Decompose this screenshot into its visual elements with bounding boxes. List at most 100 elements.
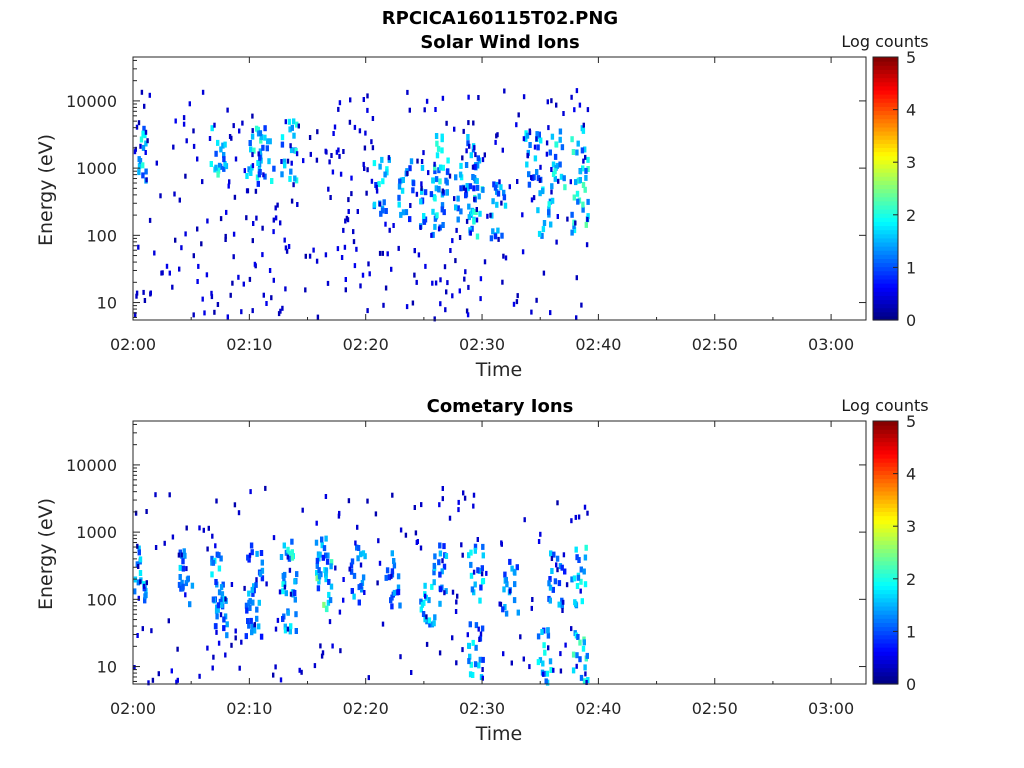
spectrogram-cell bbox=[408, 216, 412, 223]
spectrogram-cell bbox=[168, 492, 171, 498]
spectrogram-cell bbox=[250, 623, 255, 630]
spectrogram-cell bbox=[446, 280, 449, 286]
spectrogram-cell bbox=[205, 272, 209, 278]
colorbar-swatch bbox=[873, 184, 898, 190]
spectrogram-cell bbox=[478, 656, 482, 663]
colorbar-swatch bbox=[873, 287, 898, 292]
spectrogram-cell bbox=[500, 232, 504, 239]
spectrogram-cell bbox=[353, 124, 357, 130]
spectrogram-cell bbox=[479, 631, 483, 637]
spectrogram-cell bbox=[496, 227, 500, 234]
spectrogram-cell bbox=[475, 207, 478, 212]
colorbar-label: Log counts bbox=[841, 396, 928, 415]
y-tick-label: 10 bbox=[97, 294, 117, 313]
spectrogram-cell bbox=[459, 208, 463, 215]
colorbar-frame bbox=[872, 56, 899, 321]
spectrogram-cell bbox=[438, 502, 441, 508]
spectrogram-cell bbox=[417, 252, 421, 258]
spectrogram-cell bbox=[574, 514, 577, 520]
spectrogram-cell bbox=[243, 585, 246, 591]
spectrogram-cell bbox=[387, 574, 392, 581]
spectrogram-cell bbox=[249, 617, 253, 624]
spectrogram-cell bbox=[142, 125, 146, 132]
spectrogram-cell bbox=[545, 670, 550, 677]
spectrogram-cell bbox=[177, 581, 182, 588]
spectrogram-cell bbox=[583, 504, 587, 510]
spectrogram-cell bbox=[289, 591, 293, 597]
spectrogram-cell bbox=[294, 628, 298, 634]
cometary-panel: Cometary Ions Time Energy (eV) Log count… bbox=[35, 396, 929, 745]
spectrogram-cell bbox=[381, 250, 384, 256]
spectrogram-cell bbox=[219, 146, 223, 153]
spectrogram-cell bbox=[315, 520, 318, 526]
spectrogram-cell bbox=[206, 546, 209, 552]
y-tick-label: 10000 bbox=[66, 456, 117, 475]
spectrogram-cell bbox=[516, 609, 520, 616]
spectrogram-cell bbox=[475, 162, 479, 169]
spectrogram-cell bbox=[209, 161, 213, 167]
spectrogram-cell bbox=[585, 680, 588, 685]
spectrogram-cell bbox=[423, 107, 426, 113]
spectrogram-cell bbox=[397, 183, 402, 190]
spectrogram-cell bbox=[344, 218, 347, 224]
spectrogram-cell bbox=[423, 616, 427, 623]
spectrogram-cell bbox=[408, 107, 411, 113]
spectrogram-cell bbox=[440, 568, 444, 575]
spectrogram-cell bbox=[272, 672, 275, 678]
spectrogram-cell bbox=[564, 642, 567, 648]
spectrogram-cell bbox=[539, 164, 542, 170]
spectrogram-cell bbox=[216, 171, 220, 178]
spectrogram-cell bbox=[432, 562, 436, 569]
spectrogram-cell bbox=[281, 305, 284, 311]
spectrogram-cell bbox=[350, 558, 355, 565]
spectrogram-cell bbox=[153, 250, 156, 256]
colorbar-tick-label: 5 bbox=[906, 48, 916, 67]
spectrogram-cell bbox=[538, 177, 542, 183]
spectrogram-cell bbox=[528, 130, 532, 136]
spectrogram-cell bbox=[234, 628, 237, 634]
spectrogram-cell bbox=[483, 152, 486, 158]
spectrogram-cell bbox=[348, 119, 352, 125]
spectrogram-cell bbox=[451, 238, 454, 244]
spectrogram-cell bbox=[574, 179, 578, 186]
spectrogram-cell bbox=[464, 192, 468, 199]
spectrogram-cell bbox=[459, 185, 463, 192]
spectrogram-cell bbox=[485, 570, 488, 576]
spectrogram-cell bbox=[575, 663, 578, 669]
colorbar-swatch bbox=[873, 311, 898, 317]
colorbar-swatch bbox=[873, 564, 898, 570]
spectrogram-cell bbox=[444, 588, 448, 595]
colorbar-swatch bbox=[873, 139, 898, 144]
spectrogram-cell bbox=[203, 310, 206, 316]
colorbar-swatch bbox=[873, 73, 898, 79]
spectrogram-cell bbox=[427, 617, 432, 624]
spectrogram-cell bbox=[201, 296, 204, 302]
colorbar-swatch bbox=[873, 98, 898, 103]
spectrogram-cell bbox=[362, 161, 365, 167]
spectrogram-cell bbox=[289, 168, 293, 175]
spectrogram-cell bbox=[144, 168, 148, 175]
spectrogram-cell bbox=[413, 248, 416, 253]
spectrogram-cell bbox=[382, 302, 385, 308]
spectrogram-cell bbox=[325, 149, 328, 155]
spectrogram-cell bbox=[312, 247, 315, 253]
spectrogram-cell bbox=[557, 178, 560, 184]
spectrogram-cell bbox=[184, 592, 187, 598]
spectrogram-cell bbox=[359, 583, 363, 589]
spectrogram-cell bbox=[401, 209, 406, 216]
colorbar-swatch bbox=[873, 77, 898, 83]
colorbar-swatch bbox=[873, 106, 898, 112]
spectrogram-cell bbox=[409, 203, 412, 208]
colorbar-tick-label: 0 bbox=[906, 311, 916, 330]
spectrogram-cell bbox=[553, 168, 557, 175]
spectrogram-cell bbox=[433, 195, 437, 202]
spectrogram-cell bbox=[557, 601, 561, 608]
spectrogram-cell bbox=[493, 184, 498, 191]
spectrogram-cell bbox=[144, 129, 148, 135]
spectrogram-cell bbox=[220, 601, 224, 608]
spectrogram-cell bbox=[329, 583, 334, 590]
spectrogram-cell bbox=[477, 95, 480, 100]
spectrogram-cell bbox=[313, 663, 317, 669]
spectrogram-cell bbox=[406, 171, 409, 176]
